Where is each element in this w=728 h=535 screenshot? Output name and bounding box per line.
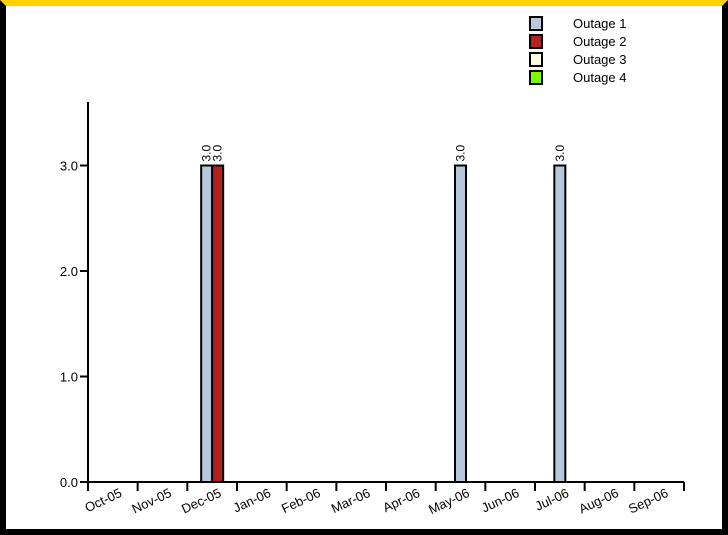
bars — [201, 166, 565, 483]
legend-label: Outage 3 — [573, 52, 627, 67]
bar-data-label: 3.0 — [553, 144, 567, 161]
x-tick-label: May-06 — [426, 485, 472, 517]
y-tick-label: 0.0 — [60, 475, 78, 490]
bar — [554, 166, 565, 483]
legend-swatch — [530, 53, 542, 66]
bar — [212, 166, 223, 483]
legend-swatch — [530, 71, 542, 84]
legend-swatch — [530, 17, 542, 30]
x-tick-label: Dec-05 — [179, 485, 223, 516]
x-tick-label: Jul-06 — [533, 485, 571, 514]
legend-swatch — [530, 35, 542, 48]
data-labels: 3.03.0 3.0 3.0 — [200, 144, 567, 161]
bar-data-label: 3.0 — [454, 144, 468, 161]
y-tick-label: 1.0 — [60, 370, 78, 385]
legend: Outage 1 Outage 2 Outage 3 Outage 4 — [530, 16, 627, 85]
y-tick-label: 3.0 — [60, 159, 78, 174]
bar — [455, 166, 466, 483]
bar-data-label: 3.0 — [211, 144, 225, 161]
x-tick-label: Aug-06 — [576, 485, 620, 516]
x-tick-label: Feb-06 — [279, 485, 323, 516]
legend-label: Outage 1 — [573, 16, 627, 31]
legend-label: Outage 4 — [573, 70, 627, 85]
bar — [201, 166, 212, 483]
y-tick-label: 2.0 — [60, 264, 78, 279]
legend-label: Outage 2 — [573, 34, 627, 49]
x-tick-label: Sep-06 — [626, 485, 670, 516]
x-tick-label: Mar-06 — [329, 485, 373, 516]
x-tick-label: Nov-05 — [129, 485, 173, 516]
